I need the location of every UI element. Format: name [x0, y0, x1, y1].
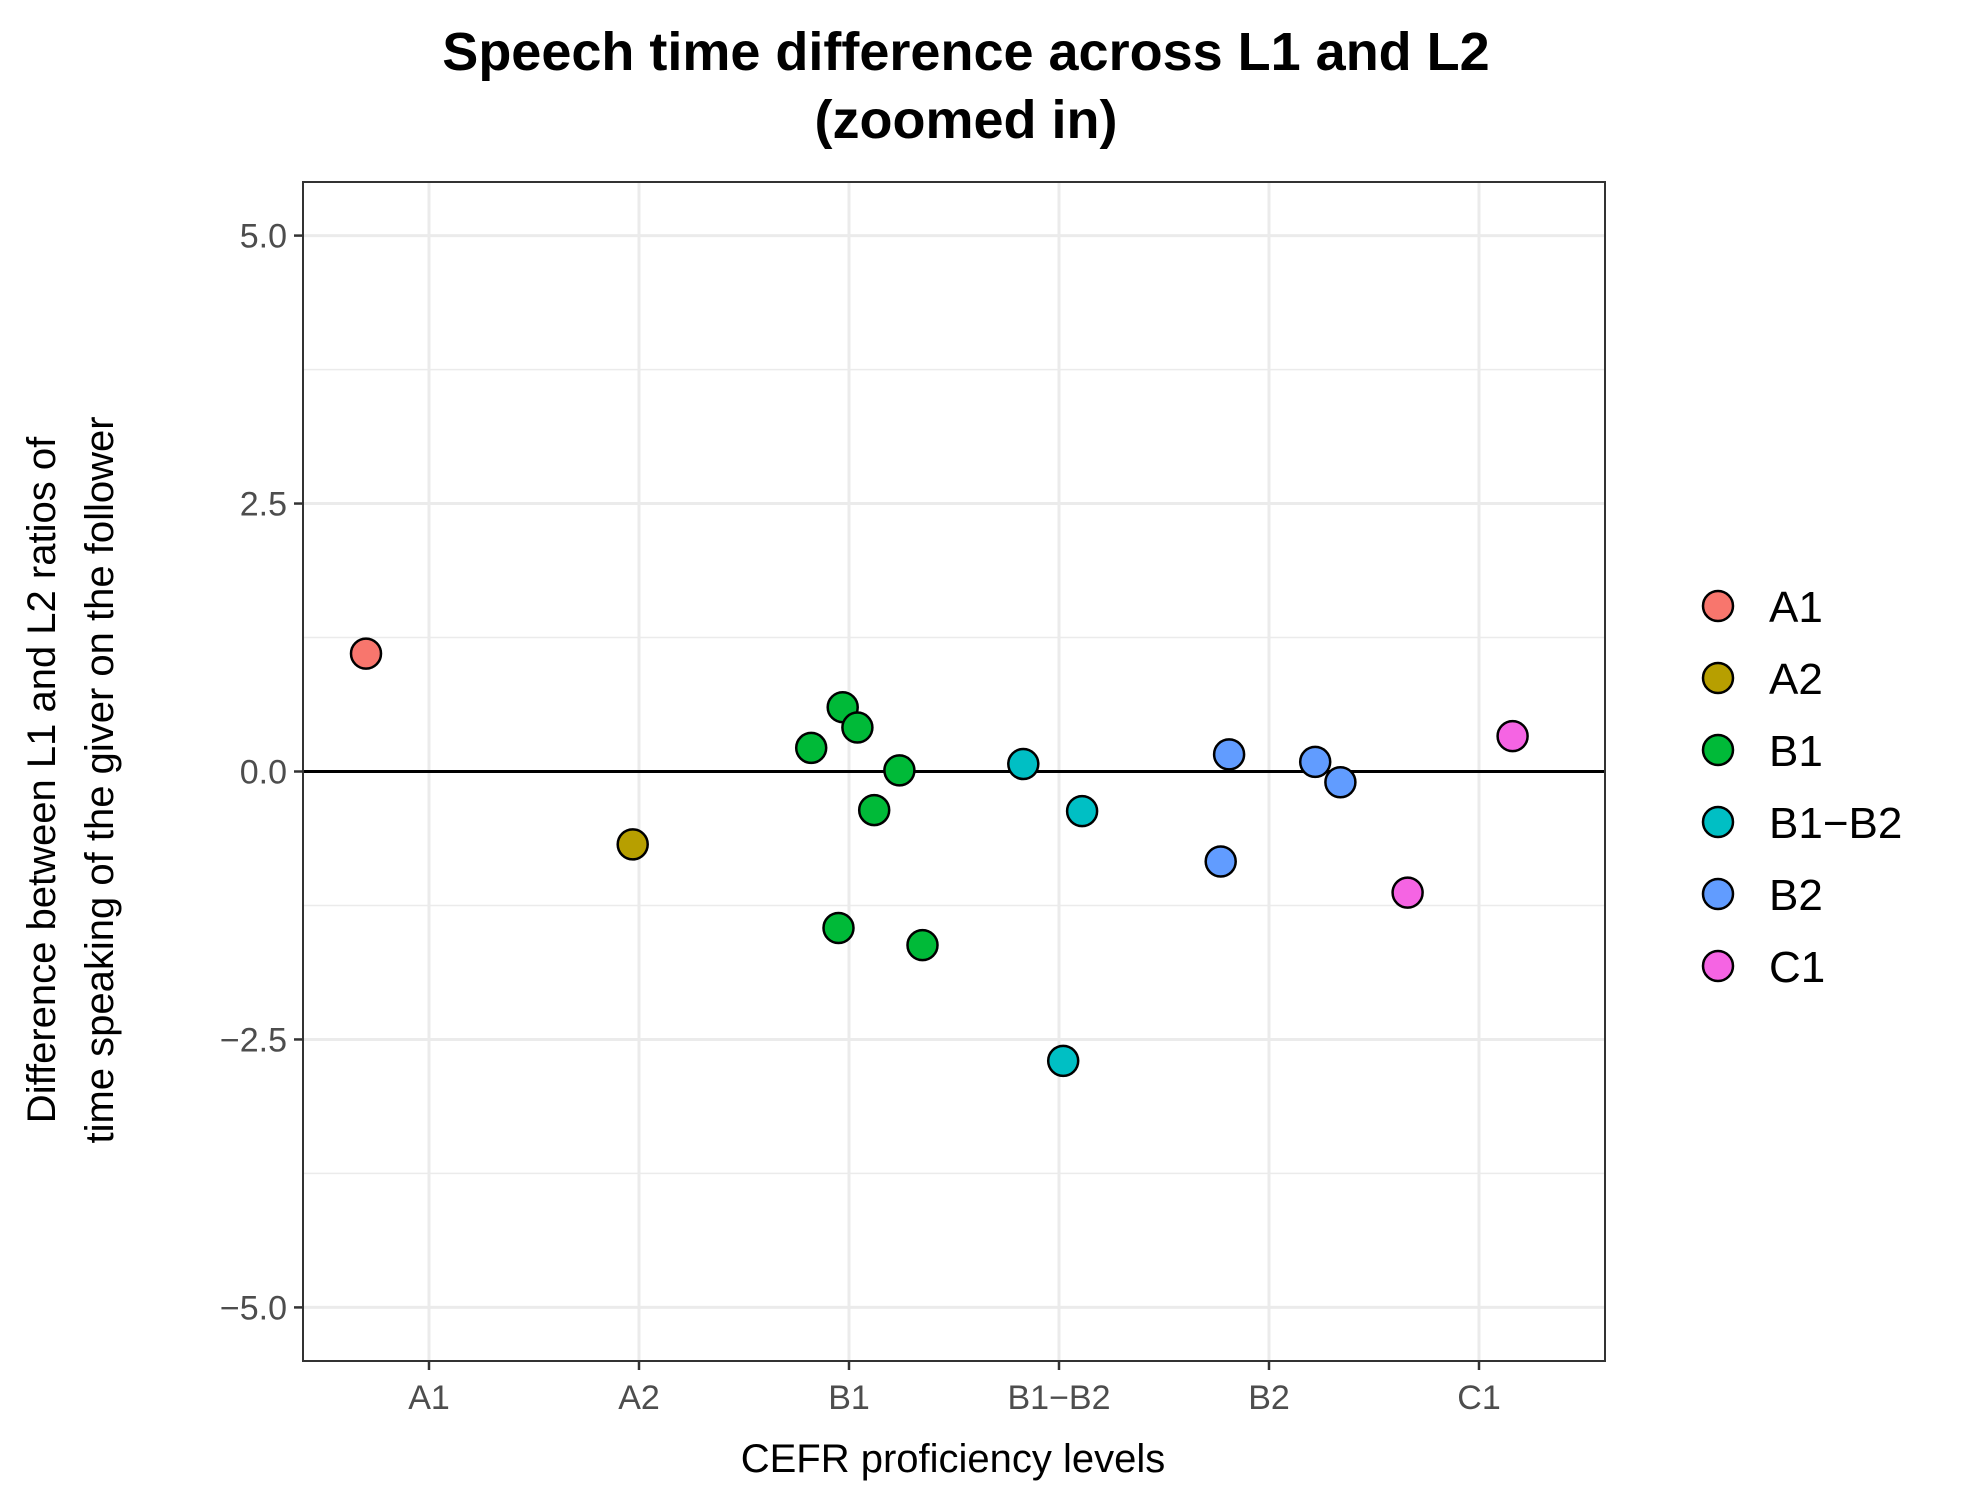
data-point [1007, 747, 1040, 781]
data-point [1391, 876, 1424, 909]
data-point [349, 637, 383, 670]
x-tick-label: C1 [1457, 1379, 1500, 1417]
y-axis: 5.0 2.5 0.0 −2.5 −5.0 [220, 218, 303, 1327]
legend-label: B2 [1769, 871, 1823, 920]
data-point [616, 828, 649, 861]
chart-title-line-1: Speech time difference across L1 and L2 [442, 22, 1489, 82]
legend-label: B1 [1769, 727, 1823, 776]
data-point [1212, 738, 1246, 771]
x-tick-label: B1 [828, 1379, 870, 1417]
y-tick-label: −5.0 [220, 1289, 287, 1327]
legend-label: A1 [1769, 583, 1823, 632]
legend-label: B1−B2 [1769, 799, 1902, 848]
data-point [1204, 845, 1237, 878]
y-axis-title-line-2: time speaking of the giver on the follow… [78, 416, 122, 1143]
data-point [1298, 745, 1332, 779]
data-points [349, 637, 1529, 1078]
legend-key [1701, 661, 1735, 695]
data-point [906, 928, 939, 962]
data-point [1065, 794, 1099, 828]
x-axis: A1 A2 B1 B1−B2 B2 C1 [408, 1361, 1501, 1417]
x-tick-label: B2 [1248, 1379, 1290, 1417]
x-tick-label: A2 [618, 1379, 660, 1417]
x-tick-label: B1−B2 [1007, 1379, 1110, 1417]
y-tick-label: 0.0 [240, 754, 287, 792]
chart-title-line-2: (zoomed in) [815, 90, 1118, 150]
y-tick-label: 5.0 [240, 218, 287, 256]
data-point [794, 731, 828, 765]
y-tick-label: −2.5 [220, 1021, 287, 1059]
legend-key [1701, 877, 1735, 911]
data-point [1496, 719, 1529, 753]
data-point [841, 711, 874, 744]
y-axis-title-line-1: Difference between L1 and L2 ratios of [20, 436, 64, 1123]
legend-key [1701, 949, 1735, 983]
data-point [1046, 1044, 1080, 1078]
data-point [857, 793, 891, 827]
legend-key [1701, 589, 1735, 623]
data-point [1324, 765, 1357, 799]
x-tick-label: A1 [408, 1379, 450, 1417]
legend-key [1701, 733, 1735, 767]
y-tick-label: 2.5 [240, 486, 287, 524]
legend-key [1701, 805, 1735, 839]
y-axis-title: Difference between L1 and L2 ratios of t… [20, 416, 122, 1143]
data-point [822, 911, 855, 945]
data-point [883, 754, 916, 787]
legend-label: C1 [1769, 943, 1825, 992]
legend-label: A2 [1769, 655, 1823, 704]
legend: A1 A2 B1 B1−B2 B2 C1 [1701, 583, 1902, 992]
x-axis-title: CEFR proficiency levels [741, 1437, 1166, 1481]
